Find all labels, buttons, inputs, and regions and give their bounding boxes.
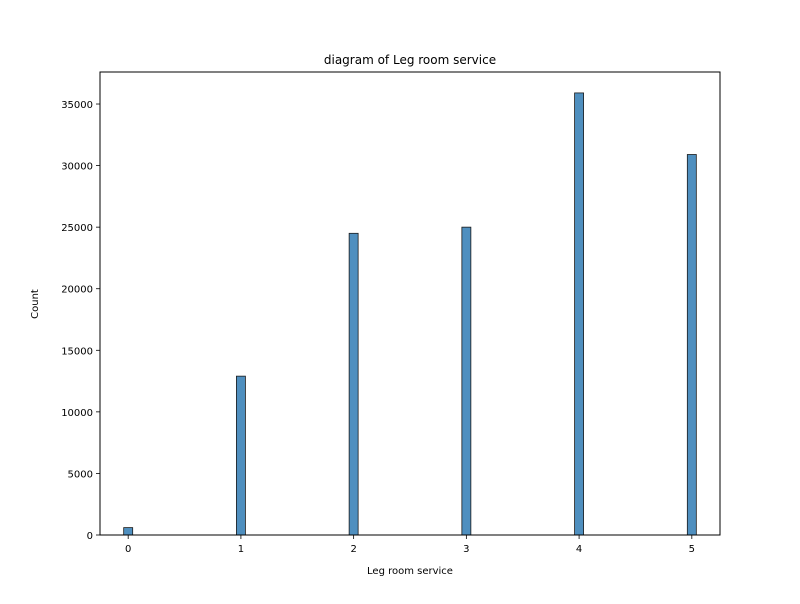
bar-1	[236, 375, 246, 536]
bar-2	[348, 232, 359, 536]
plot-frame	[99, 71, 721, 536]
y-tick-label: 35000	[61, 100, 93, 111]
chart-title: diagram of Leg room service	[324, 53, 496, 67]
y-tick-label: 30000	[61, 162, 93, 173]
x-tick-label: 2	[350, 544, 356, 555]
y-axis-label: Count	[30, 289, 41, 319]
x-tick-label: 3	[463, 544, 469, 555]
y-tick-label: 10000	[61, 408, 93, 419]
x-tick-label: 1	[238, 544, 244, 555]
bar-3	[461, 226, 472, 536]
x-axis-ticks: 0 1 2 3 4 5	[125, 535, 695, 555]
bar-4	[574, 92, 584, 536]
y-tick-label: 20000	[61, 285, 93, 296]
bar-5	[686, 154, 697, 536]
y-tick-label: 15000	[61, 346, 93, 357]
y-tick-label: 0	[87, 531, 93, 542]
x-tick-label: 5	[689, 544, 695, 555]
x-tick-label: 4	[576, 544, 582, 555]
x-axis-label: Leg room service	[367, 566, 453, 577]
bar-0	[123, 527, 134, 536]
x-tick-label: 0	[125, 544, 131, 555]
y-tick-label: 25000	[61, 223, 93, 234]
y-tick-label: 5000	[68, 469, 93, 480]
y-axis-ticks: 0 5000 10000 15000 20000 25000 30000 35000	[61, 100, 100, 542]
